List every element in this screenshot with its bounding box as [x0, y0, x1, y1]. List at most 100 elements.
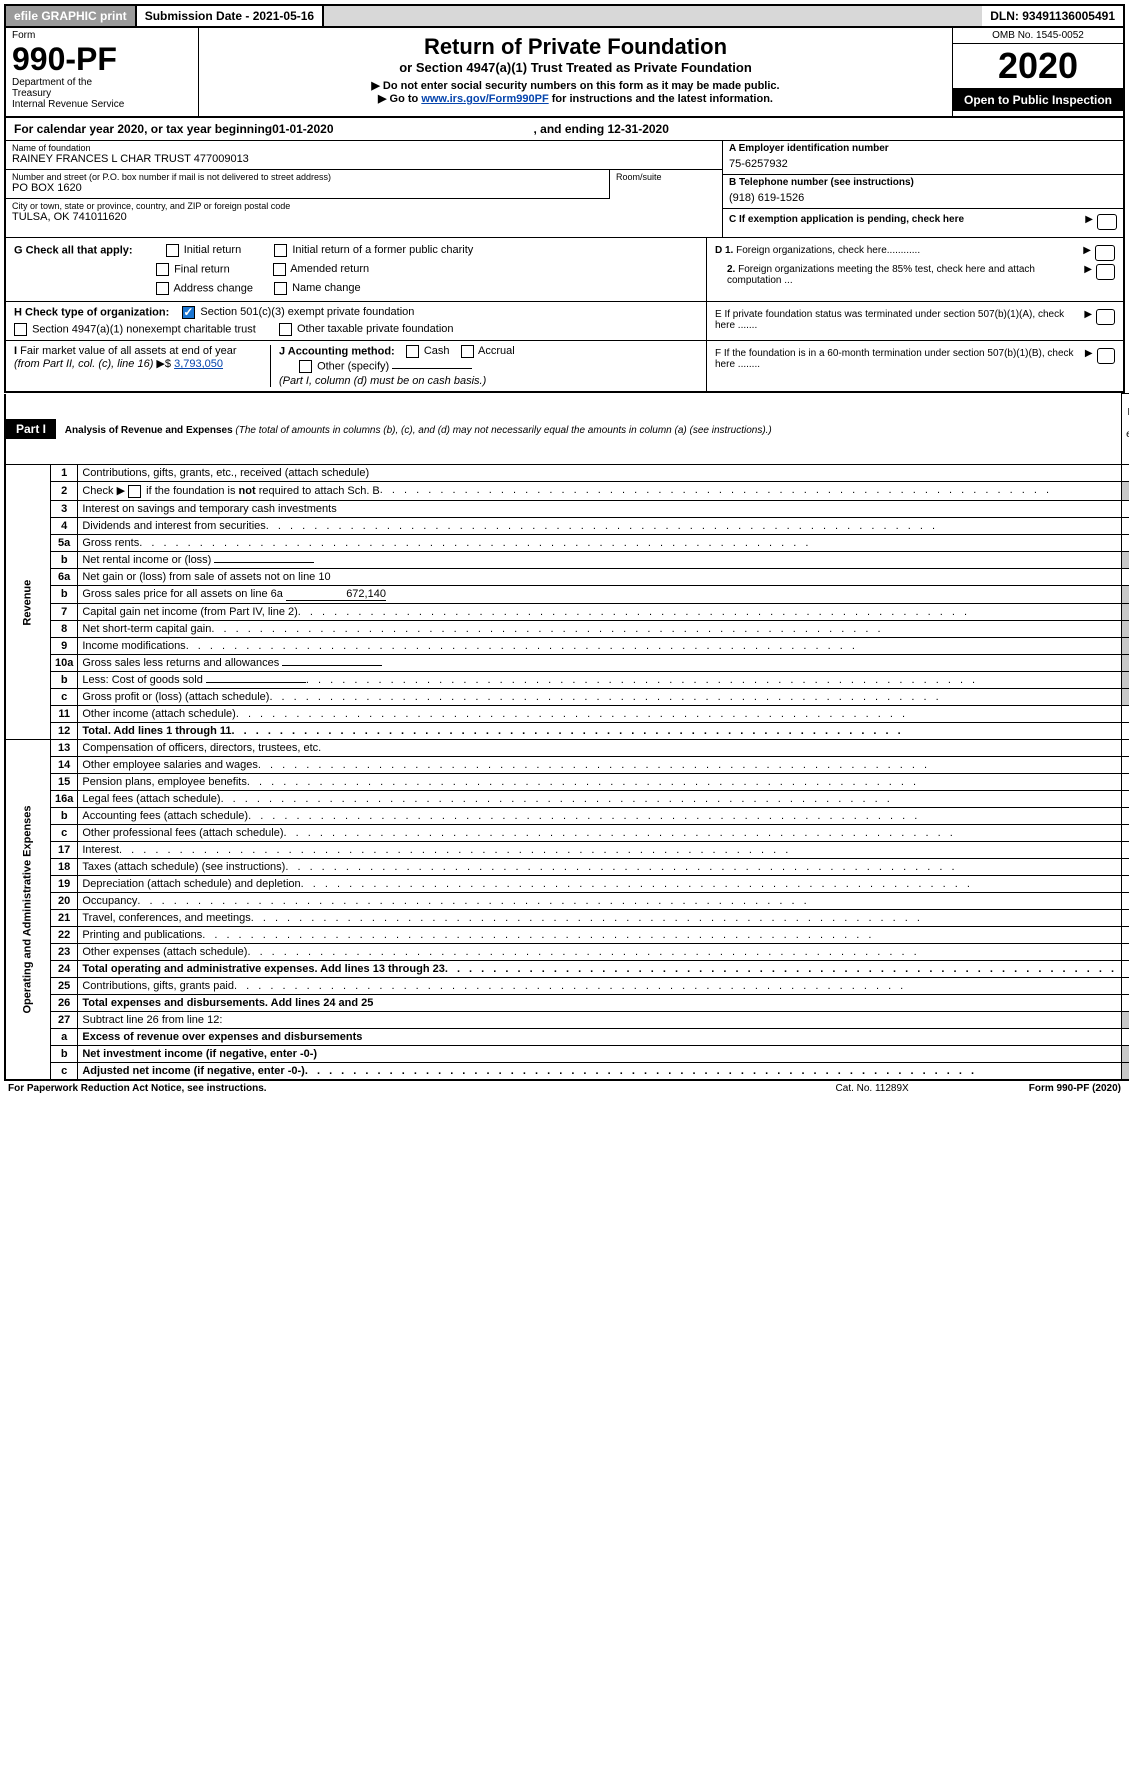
- section-h-e: H Check type of organization: Section 50…: [4, 302, 1125, 341]
- line-desc: Travel, conferences, and meetings: [78, 909, 1122, 926]
- cell-value: [1122, 824, 1129, 841]
- line-desc: Total operating and administrative expen…: [78, 960, 1122, 977]
- line-desc: Contributions, gifts, grants paid: [78, 977, 1122, 994]
- open-to-public: Open to Public Inspection: [953, 89, 1123, 111]
- cell-shaded: [1122, 1062, 1129, 1080]
- form990pf-link[interactable]: www.irs.gov/Form990PF: [421, 93, 548, 105]
- line-desc: Capital gain net income (from Part IV, l…: [78, 603, 1122, 620]
- fmv-link[interactable]: 3,793,050: [174, 358, 223, 370]
- part1-table: Part I Analysis of Revenue and Expenses …: [4, 393, 1129, 1081]
- cell-value: 41,613: [1122, 960, 1129, 977]
- name-change-checkbox[interactable]: [274, 282, 287, 295]
- cell-shaded: [1122, 1011, 1129, 1028]
- department: Department of theTreasuryInternal Revenu…: [12, 77, 192, 110]
- cell-value: [1122, 534, 1129, 551]
- efile-print-button[interactable]: efile GRAPHIC print: [6, 6, 137, 26]
- line-desc: Total expenses and disbursements. Add li…: [78, 994, 1122, 1011]
- cell-value: [1122, 773, 1129, 790]
- info-block: Name of foundation RAINEY FRANCES L CHAR…: [4, 141, 1125, 238]
- line-desc: Accounting fees (attach schedule): [78, 807, 1122, 824]
- line-number: 27: [51, 1011, 78, 1028]
- header-center: Return of Private Foundation or Section …: [199, 28, 953, 116]
- calendar-year-row: For calendar year 2020, or tax year begi…: [4, 118, 1125, 141]
- cell-value: 37,691: [1122, 705, 1129, 722]
- line-number: 14: [51, 756, 78, 773]
- cell-shaded: [1122, 551, 1129, 568]
- other-taxable-checkbox[interactable]: [279, 323, 292, 336]
- line-number: 6a: [51, 568, 78, 585]
- d-section: D 1. Foreign organizations, check here..…: [707, 238, 1123, 301]
- initial-former-checkbox[interactable]: [274, 244, 287, 257]
- line-desc: Dividends and interest from securities: [78, 517, 1122, 534]
- line-desc: Excess of revenue over expenses and disb…: [78, 1028, 1122, 1045]
- cell-shaded: [1122, 1045, 1129, 1062]
- line-number: 16a: [51, 790, 78, 807]
- 4947-checkbox[interactable]: [14, 323, 27, 336]
- line-desc: Pension plans, employee benefits: [78, 773, 1122, 790]
- cell-value: [1122, 790, 1129, 807]
- form-number: 990-PF: [12, 43, 192, 75]
- line-desc: Less: Cost of goods sold: [78, 671, 1122, 688]
- line-desc: Income modifications: [78, 637, 1122, 654]
- cell-value: 0: [1122, 875, 1129, 892]
- line-desc: Interest on savings and temporary cash i…: [78, 500, 1122, 517]
- room-cell: Room/suite: [610, 170, 722, 199]
- g-check-all: G Check all that apply: Initial return I…: [6, 238, 707, 301]
- paperwork-notice: For Paperwork Reduction Act Notice, see …: [8, 1083, 267, 1094]
- d1-checkbox[interactable]: [1095, 245, 1115, 261]
- cell-value: [1122, 892, 1129, 909]
- line-number: 2: [51, 482, 78, 501]
- line-desc: Gross rents: [78, 534, 1122, 551]
- line-number: 7: [51, 603, 78, 620]
- cell-value: 98,457: [1122, 994, 1129, 1011]
- line-desc: Net investment income (if negative, ente…: [78, 1045, 1122, 1062]
- e-checkbox[interactable]: [1096, 309, 1115, 325]
- ein-cell: A Employer identification number 75-6257…: [723, 141, 1123, 175]
- cell-value: 56,844: [1122, 977, 1129, 994]
- cell-value: [1122, 841, 1129, 858]
- line-desc: Printing and publications: [78, 926, 1122, 943]
- line-number: 1: [51, 465, 78, 482]
- line-desc: Total. Add lines 1 through 11: [78, 722, 1122, 739]
- d2-checkbox[interactable]: [1096, 264, 1115, 280]
- phone-cell: B Telephone number (see instructions) (9…: [723, 175, 1123, 209]
- form-subtitle: or Section 4947(a)(1) Trust Treated as P…: [209, 60, 942, 75]
- cell-shaded: [1122, 603, 1129, 620]
- line-desc: Other employee salaries and wages: [78, 756, 1122, 773]
- line-number: 8: [51, 620, 78, 637]
- address-cell: Number and street (or P.O. box number if…: [6, 170, 610, 199]
- line-desc: Legal fees (attach schedule): [78, 790, 1122, 807]
- dln: DLN: 93491136005491: [982, 6, 1123, 26]
- line-desc: Occupancy: [78, 892, 1122, 909]
- cell-value: [1122, 465, 1129, 482]
- line-number: 17: [51, 841, 78, 858]
- cell-value: 111,393: [1122, 568, 1129, 585]
- accrual-checkbox[interactable]: [461, 345, 474, 358]
- foundation-name-cell: Name of foundation RAINEY FRANCES L CHAR…: [6, 141, 722, 170]
- cell-value: 5,624: [1122, 858, 1129, 875]
- omb-number: OMB No. 1545-0052: [953, 28, 1123, 44]
- exemption-checkbox[interactable]: [1097, 214, 1117, 230]
- address-change-checkbox[interactable]: [156, 282, 169, 295]
- line-desc: Check ▶ if the foundation is not require…: [78, 482, 1122, 501]
- line-desc: Other professional fees (attach schedule…: [78, 824, 1122, 841]
- initial-return-checkbox[interactable]: [166, 244, 179, 257]
- 501c3-checkbox[interactable]: [182, 306, 195, 319]
- submission-date: Submission Date - 2021-05-16: [137, 6, 324, 26]
- amended-return-checkbox[interactable]: [273, 263, 286, 276]
- cash-checkbox[interactable]: [406, 345, 419, 358]
- line-desc: Gross sales less returns and allowances: [78, 654, 1122, 671]
- f-checkbox[interactable]: [1097, 348, 1115, 364]
- other-method-checkbox[interactable]: [299, 360, 312, 373]
- exemption-pending-cell: C If exemption application is pending, c…: [723, 209, 1123, 237]
- form-ref: Form 990-PF (2020): [1029, 1083, 1121, 1094]
- line-desc: Contributions, gifts, grants, etc., rece…: [78, 465, 1122, 482]
- line-desc: Other income (attach schedule): [78, 705, 1122, 722]
- final-return-checkbox[interactable]: [156, 263, 169, 276]
- form-title: Return of Private Foundation: [209, 34, 942, 60]
- line-number: 22: [51, 926, 78, 943]
- line-number: 26: [51, 994, 78, 1011]
- cell-shaded: [1122, 620, 1129, 637]
- form-note1: ▶ Do not enter social security numbers o…: [209, 79, 942, 92]
- line-number: 5a: [51, 534, 78, 551]
